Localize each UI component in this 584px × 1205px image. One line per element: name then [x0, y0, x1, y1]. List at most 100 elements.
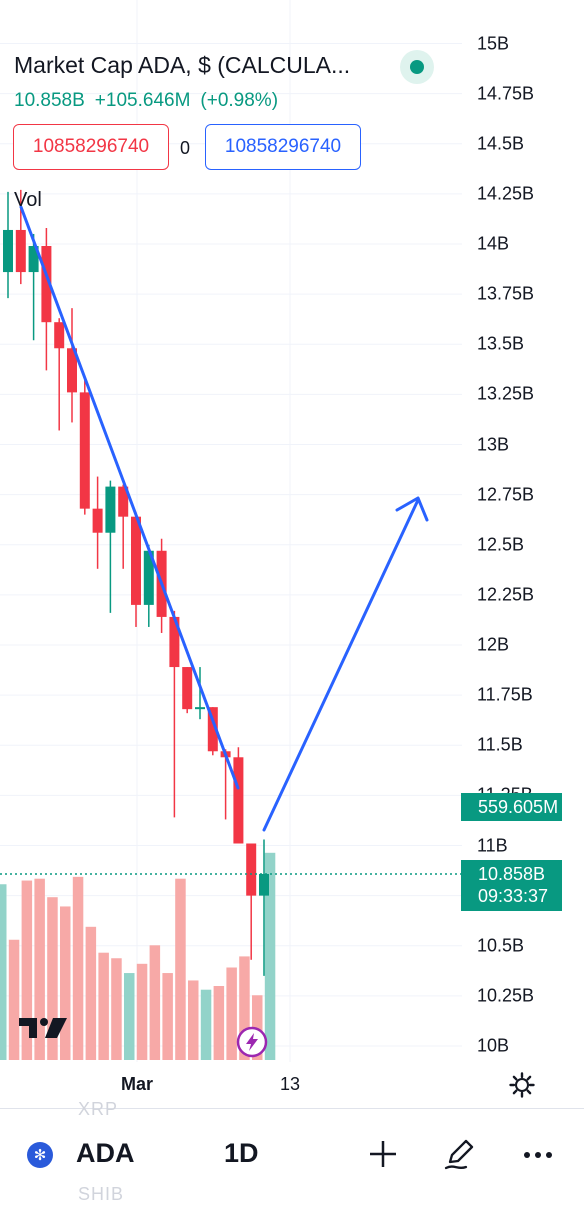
buy-price-box[interactable]: 10858296740 — [205, 124, 361, 170]
lightning-icon[interactable] — [236, 1026, 268, 1058]
tradingview-logo-icon — [19, 1018, 67, 1038]
volume-bar — [175, 878, 186, 1060]
candle — [28, 233, 39, 341]
candle — [207, 707, 218, 756]
y-tick-label: 14.75B — [477, 83, 535, 104]
interval-button[interactable]: 1D — [224, 1138, 259, 1168]
candle — [54, 318, 65, 431]
candle — [233, 747, 244, 844]
candle-body — [195, 707, 205, 710]
volume-bar — [136, 963, 148, 1060]
y-tick-label: 15B — [477, 33, 510, 53]
candle-body — [131, 516, 141, 605]
spread-value: 0 — [180, 138, 191, 158]
x-label-13: 13 — [279, 1074, 301, 1094]
ghost-symbol-below: SHIB — [78, 1184, 125, 1204]
candle — [143, 544, 154, 627]
candle-body — [92, 508, 103, 533]
volume-bar — [239, 956, 250, 1060]
plus-icon[interactable] — [367, 1138, 399, 1170]
volume-tag-label: 559.605M — [478, 797, 559, 817]
candle-body — [3, 229, 13, 273]
trendline-down[interactable] — [19, 205, 240, 790]
candle — [118, 484, 129, 569]
draw-icon[interactable] — [444, 1138, 476, 1170]
x-label-mar: Mar — [120, 1074, 154, 1094]
candle-body — [15, 229, 26, 273]
change-value: +105.646M — [94, 90, 191, 111]
chart-canvas[interactable] — [0, 0, 584, 1108]
volume-bar — [200, 989, 212, 1060]
volume-label[interactable]: Vol — [14, 189, 42, 211]
candle-body — [41, 246, 52, 323]
trend-arrow-up[interactable] — [262, 498, 420, 832]
more-icon[interactable] — [522, 1138, 554, 1170]
candle — [67, 308, 77, 423]
candle — [259, 839, 269, 976]
volume-bar — [124, 973, 135, 1060]
candle-body — [182, 667, 193, 710]
candle — [182, 667, 193, 714]
candle-body — [169, 616, 180, 668]
candle — [79, 376, 90, 515]
candle — [220, 749, 231, 820]
y-tick-label: 12.25B — [477, 584, 535, 605]
y-tick-label: 13.5B — [477, 333, 525, 354]
sell-price-box[interactable]: 10858296740 — [13, 124, 169, 170]
market-status-dot — [410, 60, 424, 74]
volume-bar — [252, 995, 263, 1060]
y-tick-label: 10B — [477, 1035, 510, 1056]
y-tick-label: 12.75B — [477, 484, 535, 505]
y-tick-label: 10.25B — [477, 985, 535, 1006]
volume-bar — [162, 973, 173, 1060]
candle-body — [233, 757, 244, 844]
candle — [41, 227, 52, 371]
y-tick-label: 12.5B — [477, 534, 525, 555]
last-value: 10.858B — [14, 90, 85, 111]
candle-body — [207, 707, 218, 752]
volume-bar — [8, 939, 20, 1060]
candle-body — [246, 843, 257, 896]
ghost-symbol-above: XRP — [78, 1099, 119, 1119]
y-tick-label: 13.75B — [477, 283, 535, 304]
y-tick-label: 14.5B — [477, 133, 525, 154]
settings-icon[interactable] — [508, 1071, 536, 1099]
candle — [105, 480, 116, 613]
volume-bar — [226, 967, 237, 1060]
y-tick-label: 13.25B — [477, 383, 535, 404]
volume-bar — [98, 952, 109, 1060]
y-tick-label: 14B — [477, 233, 510, 254]
volume-bar — [47, 897, 58, 1060]
volume-tag: 559.605M — [461, 793, 562, 821]
candle — [131, 512, 141, 627]
bottom-toolbar — [0, 1108, 584, 1201]
cardano-icon[interactable]: ✻ — [27, 1142, 53, 1168]
volume-bar — [0, 884, 7, 1060]
candle — [195, 667, 205, 720]
candle — [169, 610, 180, 818]
volume-bar — [34, 878, 45, 1060]
change-percent: (+0.98%) — [200, 90, 279, 111]
candle — [92, 476, 103, 569]
volume-bar — [85, 926, 97, 1060]
candle-body — [143, 550, 154, 605]
volume-bar — [111, 958, 122, 1060]
candle-body — [105, 486, 116, 533]
y-tick-label: 14.25B — [477, 183, 535, 204]
chart-title[interactable]: Market Cap ADA, $ (CALCULA... — [14, 52, 351, 78]
y-tick-label: 12B — [477, 634, 510, 655]
volume-bar — [264, 852, 276, 1060]
price-stats: 10.858B +105.646M (+0.98%) — [14, 90, 288, 112]
y-tick-label: 10.5B — [477, 935, 525, 956]
volume-bar — [188, 980, 199, 1060]
y-tick-label: 11B — [477, 835, 508, 855]
bar-countdown: 09:33:37 — [478, 886, 549, 906]
volume-bar — [72, 876, 84, 1060]
candle-body — [259, 873, 269, 896]
symbol-button[interactable]: ADA — [76, 1138, 135, 1168]
market-status-indicator[interactable] — [400, 50, 434, 84]
y-tick-label: 11.75B — [477, 684, 533, 705]
last-price-tag: 10.858B 09:33:37 — [461, 860, 562, 911]
volume-bar — [21, 880, 33, 1060]
volume-bar — [213, 986, 225, 1060]
